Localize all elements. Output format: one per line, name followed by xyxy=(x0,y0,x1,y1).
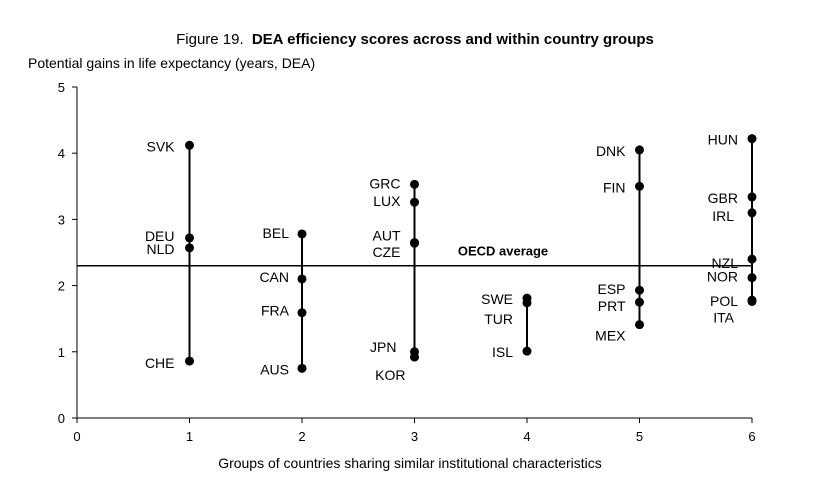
x-tick-label: 3 xyxy=(411,429,418,444)
data-point-nor xyxy=(747,273,757,283)
chart-title-prefix: Figure 19. xyxy=(176,31,244,48)
point-label-gbr: GBR xyxy=(708,190,738,206)
point-label-irl: IRL xyxy=(712,208,734,224)
point-label-lux: LUX xyxy=(373,193,401,209)
y-tick-label: 4 xyxy=(58,146,65,161)
x-tick-label: 4 xyxy=(523,429,530,444)
point-label-ita: ITA xyxy=(713,309,734,325)
data-point-can xyxy=(297,274,307,284)
data-point-hun xyxy=(747,134,757,144)
x-axis-label: Groups of countries sharing similar inst… xyxy=(218,455,602,471)
point-label-dnk: DNK xyxy=(596,143,626,159)
data-point-bel xyxy=(297,229,307,239)
country-group-4: SWE TUR ISL xyxy=(481,291,532,360)
point-label-deu: DEU xyxy=(145,228,175,244)
data-point-isl xyxy=(522,346,532,356)
data-point-lux xyxy=(410,197,419,207)
y-tick-label: 5 xyxy=(58,80,65,95)
axes: 0 1 2 3 4 5 0 1 2 3 4 5 6 xyxy=(58,80,756,444)
point-label-nzl: NZL xyxy=(712,255,739,271)
chart-title: Figure 19. DEA efficiency scores across … xyxy=(176,31,654,48)
data-point-nzl xyxy=(747,254,757,264)
data-point-fin xyxy=(635,181,644,191)
point-label-esp: ESP xyxy=(597,281,625,297)
x-tick-label: 0 xyxy=(73,429,80,444)
y-tick-label: 3 xyxy=(58,212,65,227)
x-tick-label: 2 xyxy=(298,429,305,444)
chart-title-main: DEA efficiency scores across and within … xyxy=(252,31,654,48)
data-point-fra xyxy=(297,308,307,318)
x-tick-label: 6 xyxy=(748,429,755,444)
point-label-cze: CZE xyxy=(373,244,401,260)
point-label-hun: HUN xyxy=(708,132,738,148)
data-point-gbr xyxy=(747,192,757,202)
data-point-svk xyxy=(185,140,194,150)
data-point-prt xyxy=(635,297,644,307)
point-label-svk: SVK xyxy=(146,138,175,154)
data-point-tur xyxy=(522,298,532,308)
data-point-deu xyxy=(185,233,194,243)
y-tick-label: 0 xyxy=(58,411,65,426)
data-point-mex xyxy=(635,320,644,330)
point-label-fin: FIN xyxy=(603,179,626,195)
point-label-swe: SWE xyxy=(481,291,513,307)
point-label-grc: GRC xyxy=(369,175,400,191)
y-axis-label: Potential gains in life expectancy (year… xyxy=(28,55,315,71)
y-tick-label: 1 xyxy=(58,345,65,360)
point-label-aus: AUS xyxy=(260,361,289,377)
point-label-kor: KOR xyxy=(375,367,405,383)
data-point-nld xyxy=(185,243,194,253)
point-label-pol: POL xyxy=(710,293,738,309)
data-point-che xyxy=(185,356,194,366)
x-tick-label: 1 xyxy=(186,429,193,444)
point-label-bel: BEL xyxy=(263,225,290,241)
data-point-cze xyxy=(410,238,419,248)
data-point-aus xyxy=(297,363,307,373)
data-point-dnk xyxy=(635,145,644,155)
y-tick-label: 2 xyxy=(58,279,65,294)
data-point-grc xyxy=(410,179,419,189)
point-label-che: CHE xyxy=(145,355,175,371)
point-label-tur: TUR xyxy=(484,311,513,327)
data-point-irl xyxy=(747,208,757,218)
point-label-nor: NOR xyxy=(707,269,738,285)
country-group-2: BEL CAN FRA AUS xyxy=(259,225,307,377)
point-label-prt: PRT xyxy=(598,298,626,314)
point-label-can: CAN xyxy=(259,269,289,285)
point-label-nld: NLD xyxy=(146,241,174,257)
point-label-aut: AUT xyxy=(373,228,401,244)
point-label-isl: ISL xyxy=(492,344,513,360)
point-label-fra: FRA xyxy=(261,303,290,319)
data-point-kor xyxy=(410,352,419,362)
point-label-jpn: JPN xyxy=(370,339,396,355)
data-point-ita xyxy=(747,296,757,306)
data-point-esp xyxy=(635,285,644,295)
x-tick-label: 5 xyxy=(636,429,643,444)
oecd-average-label: OECD average xyxy=(458,244,548,259)
point-label-mex: MEX xyxy=(595,328,626,344)
